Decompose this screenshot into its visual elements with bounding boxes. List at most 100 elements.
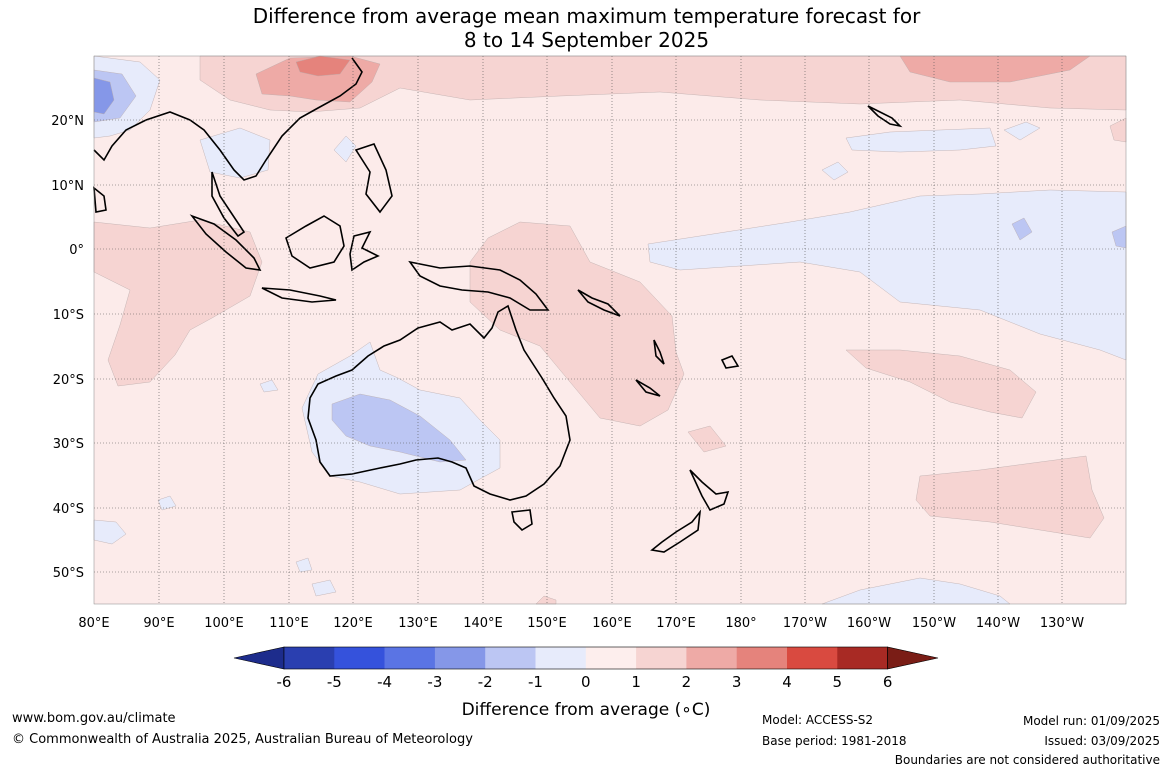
lat-label: 50°S — [53, 566, 84, 581]
lon-label: 170°E — [656, 616, 696, 631]
colorbar-tick-label: 5 — [833, 673, 843, 691]
malay-peninsula-coastline — [211, 171, 246, 238]
australia-coastline — [307, 304, 571, 501]
solomon-islands — [577, 289, 621, 317]
colorbar-tick-label: 0 — [581, 673, 591, 691]
title-line-1: Difference from average mean maximum tem… — [252, 4, 921, 28]
colorbar: -6 -5 -4 -3 -2 -1 0 1 2 3 4 5 6 Difference from avera… — [233, 646, 939, 720]
colorbar-swatch — [787, 647, 838, 669]
model-text: Model: ACCESS-S2 — [762, 713, 874, 727]
graticule — [94, 56, 1126, 604]
colorbar-swatch — [485, 647, 536, 669]
colorbar-swatch — [434, 647, 486, 669]
lon-label: 120°E — [333, 616, 373, 631]
hawaii — [867, 105, 903, 128]
warm-anomaly-coral-sea — [469, 221, 685, 427]
new-zealand-south-coastline — [650, 509, 702, 553]
colorbar-swatch — [334, 647, 385, 669]
colorbar-tick-label: -2 — [478, 673, 493, 691]
colorbar-extend-low — [233, 646, 285, 670]
asia-coastline — [93, 57, 363, 181]
cool-anomaly-southwest-2 — [311, 579, 337, 597]
lat-label: 10°N — [51, 179, 84, 194]
cool-anomaly-north-pacific — [845, 127, 997, 153]
lon-label: 160°E — [592, 616, 632, 631]
colorbar-tick-label: -4 — [377, 673, 392, 691]
lon-label: 130°W — [1040, 616, 1084, 631]
cool-anomaly-southwest-3 — [157, 495, 177, 511]
warm-anomaly-tasman — [687, 425, 727, 453]
colorbar-tick-label: 1 — [631, 673, 641, 691]
cool-anomaly-indian-ocean — [259, 379, 279, 393]
colorbar-label: Difference from average (∘C) — [462, 700, 711, 720]
lon-label: 150°E — [527, 616, 567, 631]
warm-anomaly-south-pacific — [845, 349, 1037, 419]
colorbar-extend-high — [887, 646, 939, 670]
lon-label: 110°E — [269, 616, 309, 631]
map-area — [93, 55, 1127, 605]
colorbar-swatch — [284, 647, 335, 669]
map-frame — [93, 55, 1127, 605]
lon-label: 80°E — [78, 616, 109, 631]
colorbar-swatch — [686, 647, 737, 669]
colorbar-tick-label: -1 — [528, 673, 543, 691]
model-run-text: Model run: 01/09/2025 — [1022, 714, 1160, 728]
lon-label: 180° — [725, 616, 756, 631]
lon-label: 150°W — [912, 616, 956, 631]
new-guinea-coastline — [408, 260, 550, 311]
colorbar-tick-label: 3 — [732, 673, 742, 691]
cool-anomaly-north-pacific-2 — [1003, 121, 1041, 141]
cool-anomaly-philippines — [333, 135, 357, 163]
colorbar-swatch — [837, 647, 888, 669]
copyright-text: © Commonwealth of Australia 2025, Austra… — [12, 732, 473, 747]
india-coastline — [93, 186, 107, 213]
lat-label: 40°S — [53, 502, 84, 517]
disclaimer-text: Boundaries are not considered authoritat… — [894, 753, 1160, 767]
new-zealand-north-coastline — [689, 469, 730, 512]
cool-anomaly-pacific-1 — [1011, 217, 1033, 241]
cool-anomaly-central-pacific — [647, 189, 1127, 361]
axis-labels: 20°N 10°N 0° 10°S 20°S 30°S 40°S 50°S 80°E 90°E 10… — [51, 114, 1084, 631]
sumatra-coastline — [189, 214, 262, 272]
lon-label: 90°E — [143, 616, 174, 631]
colorbar-tick-label: -5 — [327, 673, 342, 691]
lon-label: 140°E — [463, 616, 503, 631]
lat-label: 20°S — [53, 373, 84, 388]
colorbar-tick-label: 6 — [883, 673, 893, 691]
colorbar-outline — [283, 646, 888, 670]
colorbar-swatch — [585, 647, 637, 669]
issued-text: Issued: 03/09/2025 — [1044, 734, 1160, 748]
fiji — [720, 355, 740, 369]
lon-label: 140°W — [976, 616, 1020, 631]
colorbar-tick-label: -6 — [277, 673, 292, 691]
warm-anomaly-indian-ocean — [93, 219, 263, 387]
warm-anomaly-southeast-pacific — [915, 455, 1105, 539]
lat-label: 30°S — [53, 437, 84, 452]
colorbar-tick-label: 4 — [782, 673, 792, 691]
tasmania-coastline — [511, 509, 533, 532]
new-caledonia — [635, 379, 661, 397]
java-coastline — [261, 287, 337, 303]
borneo-coastline — [285, 215, 345, 269]
colorbar-swatch — [736, 647, 788, 669]
colorbar-tick-label: 2 — [682, 673, 692, 691]
warm-anomaly-north-pacific — [199, 55, 1127, 113]
cool-anomaly-southwest-4 — [295, 557, 313, 573]
lat-label: 10°S — [53, 308, 84, 323]
base-period-text: Base period: 1981-2018 — [762, 734, 907, 748]
map-title: Difference from average mean maximum tem… — [0, 4, 1173, 52]
cool-anomaly-indochina — [199, 127, 271, 179]
lon-label: 160°W — [847, 616, 891, 631]
philippines-coastline — [354, 143, 393, 214]
colorbar-swatch — [636, 647, 687, 669]
colorbar-tick-label: -3 — [427, 673, 442, 691]
title-line-2: 8 to 14 September 2025 — [463, 28, 710, 52]
lon-label: 130°E — [398, 616, 438, 631]
cool-anomaly-small-1 — [821, 161, 849, 181]
colorbar-swatch — [535, 647, 587, 669]
cool-anomaly-western-australia — [331, 393, 467, 463]
sulawesi-coastline — [349, 230, 380, 272]
lon-label: 100°E — [204, 616, 244, 631]
coastlines — [93, 57, 903, 553]
